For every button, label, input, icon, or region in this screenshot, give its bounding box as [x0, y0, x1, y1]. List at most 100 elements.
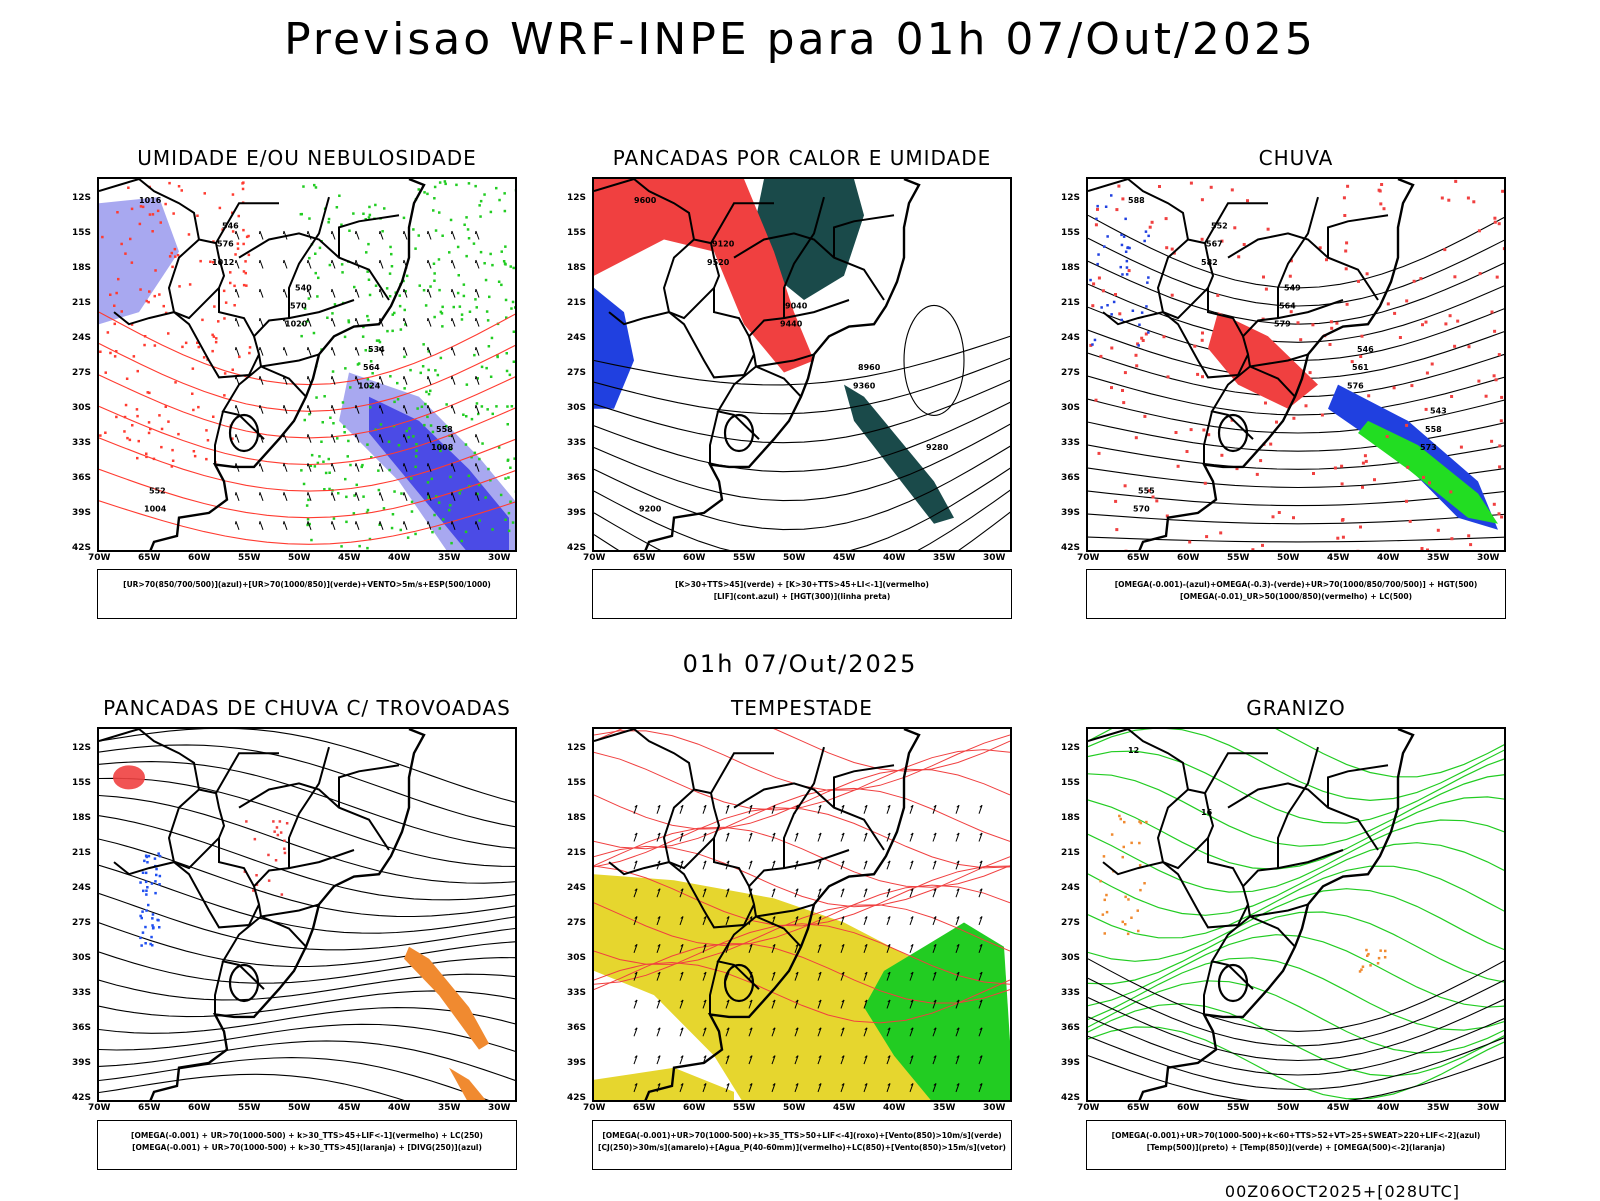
contour-label: 540 — [295, 283, 312, 292]
low-humidity-speck — [410, 477, 413, 480]
low-humidity-speck — [500, 284, 503, 287]
wind-vector — [887, 805, 890, 813]
low-humidity-speck — [515, 189, 517, 192]
thickness-speck — [185, 342, 188, 345]
wind-vector — [657, 1028, 660, 1036]
omega500-speck — [1123, 821, 1126, 824]
omega-red-speck — [1110, 386, 1113, 389]
lat-tick-label: 36S — [1061, 473, 1080, 483]
low-humidity-speck — [397, 398, 400, 401]
omega-blue-speck — [1110, 313, 1113, 316]
omega-blue-speck — [1121, 319, 1124, 322]
country-border — [1088, 179, 1253, 439]
omega-red-speck — [1102, 289, 1105, 292]
omega-red-speck — [1330, 327, 1333, 330]
wind-vector — [749, 805, 752, 813]
blue-speck — [144, 942, 147, 945]
low-humidity-speck — [439, 181, 442, 184]
thickness-speck — [229, 271, 232, 274]
country-border — [1228, 233, 1378, 300]
wind-vector — [331, 289, 335, 297]
blue-speck — [152, 913, 155, 916]
legend-line: [OMEGA(-0.001) + UR>70(1000-500) + k>30_… — [102, 1130, 512, 1142]
thickness-speck — [245, 284, 248, 287]
wind-vector — [331, 492, 335, 500]
wind-vector — [331, 318, 335, 326]
thickness-speck — [181, 189, 184, 192]
thickness-speck — [101, 236, 104, 239]
map-panel — [97, 727, 517, 1102]
omega-red-speck — [1357, 280, 1360, 283]
panel-title: GRANIZO — [1076, 696, 1516, 720]
omega-red-speck — [1269, 443, 1272, 446]
blue-speck — [140, 944, 143, 947]
low-humidity-speck — [466, 383, 469, 386]
wind-vector — [451, 347, 455, 355]
panel-title: CHUVA — [1076, 146, 1516, 170]
lat-tick-label: 21S — [567, 298, 586, 308]
low-humidity-speck — [383, 207, 386, 210]
lc850-contour — [594, 731, 1010, 791]
wind-vector — [475, 231, 479, 239]
thickness-speck — [129, 238, 132, 241]
omega-red-speck — [1450, 537, 1453, 540]
blue-speck — [139, 937, 142, 940]
omega-red-speck — [1419, 277, 1422, 280]
country-border — [609, 862, 669, 874]
hgt500-contour — [1088, 422, 1506, 451]
omega-red-speck — [1367, 394, 1370, 397]
lon-tick-label: 30W — [488, 553, 510, 563]
omega-red-speck — [1167, 375, 1170, 378]
omega-blue-speck — [1120, 234, 1123, 237]
lat-tick-label: 33S — [1061, 988, 1080, 998]
low-humidity-speck — [314, 253, 317, 256]
thickness-speck — [104, 432, 107, 435]
omega-red-speck — [1472, 200, 1475, 203]
omega-red-speck — [1205, 535, 1208, 538]
thickness-speck — [177, 254, 180, 257]
wind-vector — [259, 289, 263, 297]
lon-tick-label: 30W — [488, 1103, 510, 1113]
country-border — [1228, 783, 1378, 850]
lon-tick-label: 45W — [833, 553, 855, 563]
low-humidity-speck — [432, 431, 435, 434]
omega-red-speck — [1421, 547, 1424, 550]
low-humidity-speck — [380, 423, 383, 426]
low-humidity-speck — [498, 199, 501, 202]
blue-speck — [155, 874, 158, 877]
low-humidity-speck — [461, 540, 464, 543]
low-humidity-speck — [338, 195, 341, 198]
low-humidity-speck — [411, 510, 414, 513]
low-humidity-speck — [369, 406, 372, 409]
low-humidity-speck — [389, 375, 392, 378]
thickness-speck — [113, 305, 116, 308]
low-humidity-speck — [426, 193, 429, 196]
omega-red-speck — [1267, 228, 1270, 231]
thickness-speck — [171, 449, 174, 452]
wind-vector — [331, 521, 335, 529]
blue-speck — [159, 875, 162, 878]
red-speck — [273, 830, 276, 833]
country-border — [734, 783, 884, 850]
omega-red-speck — [1444, 322, 1447, 325]
low-humidity-speck — [349, 464, 352, 467]
low-humidity-speck — [415, 449, 418, 452]
wind-vector — [634, 1000, 637, 1008]
omega-red-speck — [1272, 515, 1275, 518]
thickness-speck — [217, 320, 220, 323]
low-humidity-speck — [492, 413, 495, 416]
contour-label: 1020 — [285, 320, 308, 329]
wind-vector — [259, 231, 263, 239]
omega-blue-speck — [1126, 247, 1129, 250]
thickness-speck — [192, 409, 195, 412]
wind-vector — [259, 492, 263, 500]
low-humidity-speck — [328, 472, 331, 475]
omega-red-speck — [1261, 544, 1264, 547]
low-humidity-speck — [484, 496, 487, 499]
thickness-speck — [192, 367, 195, 370]
omega-red-speck — [1096, 208, 1099, 211]
low-humidity-speck — [513, 331, 516, 334]
temp850-contour — [1088, 797, 1506, 869]
lat-tick-label: 12S — [72, 193, 91, 203]
